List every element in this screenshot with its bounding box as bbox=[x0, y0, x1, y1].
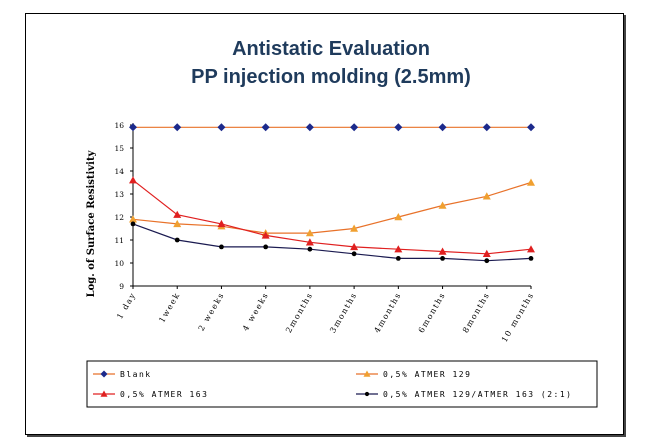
y-tick-label: 14 bbox=[114, 167, 124, 176]
series-line bbox=[132, 223, 532, 262]
data-point-triangle bbox=[438, 201, 447, 209]
data-point-diamond bbox=[305, 123, 314, 132]
data-point-triangle bbox=[100, 390, 108, 397]
data-point-triangle bbox=[305, 238, 314, 246]
data-point-diamond bbox=[527, 123, 535, 132]
x-tick-labels: 1 day 1week 2 weeks 4 weeks 2months 3months 4m… bbox=[115, 291, 536, 344]
y-tick-label: 12 bbox=[114, 213, 124, 222]
series-layer bbox=[129, 123, 535, 264]
data-point-diamond bbox=[261, 123, 270, 132]
data-point-circle bbox=[174, 237, 180, 243]
data-point-diamond bbox=[482, 123, 491, 132]
data-point-circle bbox=[528, 256, 534, 261]
data-point-circle bbox=[364, 391, 370, 397]
data-point-triangle bbox=[217, 219, 226, 228]
data-point-triangle bbox=[305, 229, 314, 237]
legend: Blank 0,5% ATMER 129 0,5% ATMER 163 0,5% AT… bbox=[93, 370, 573, 399]
x-tick-label: 6months bbox=[417, 291, 448, 335]
y-tick-label: 11 bbox=[114, 236, 124, 245]
data-point-diamond bbox=[394, 123, 403, 132]
y-tick-labels: 9 10 11 12 13 14 15 16 bbox=[114, 121, 124, 291]
data-point-circle bbox=[263, 244, 269, 250]
series-line bbox=[132, 181, 532, 234]
data-point-circle bbox=[307, 246, 313, 252]
chart-subtitle: PP injection molding (2.5mm) bbox=[191, 66, 471, 88]
legend-item: 0,5% ATMER 163 bbox=[93, 390, 208, 399]
y-tick-label: 15 bbox=[114, 144, 124, 153]
data-point-diamond bbox=[438, 123, 447, 132]
legend-label: 0,5% ATMER 163 bbox=[120, 390, 208, 399]
data-point-diamond bbox=[129, 123, 137, 132]
legend-label: Blank bbox=[120, 370, 152, 379]
series-3 bbox=[130, 221, 534, 264]
data-point-circle bbox=[351, 251, 357, 257]
x-tick-label: 2months bbox=[284, 291, 315, 335]
legend-item: 0,5% ATMER 129/ATMER 163 (2:1) bbox=[356, 390, 573, 399]
legend-label: 0,5% ATMER 129/ATMER 163 (2:1) bbox=[383, 390, 573, 399]
line-chart: Antistatic Evaluation PP injection moldi… bbox=[86, 38, 598, 408]
legend-label: 0,5% ATMER 129 bbox=[383, 370, 471, 379]
y-tick-label: 13 bbox=[114, 190, 124, 199]
x-tick-label: 1 day bbox=[115, 291, 138, 321]
data-point-triangle bbox=[482, 192, 491, 200]
data-point-circle bbox=[130, 221, 136, 227]
data-point-triangle bbox=[394, 245, 403, 253]
data-point-circle bbox=[440, 256, 445, 261]
data-point-triangle bbox=[350, 224, 359, 232]
chart-axes bbox=[130, 123, 532, 289]
x-tick-label: 1week bbox=[157, 291, 182, 325]
chart-title: Antistatic Evaluation bbox=[232, 38, 430, 60]
legend-item: Blank bbox=[93, 370, 152, 379]
data-point-circle bbox=[484, 258, 490, 264]
data-point-triangle bbox=[482, 249, 491, 257]
data-point-triangle bbox=[527, 245, 535, 253]
data-point-diamond bbox=[100, 370, 108, 378]
series-0 bbox=[129, 123, 535, 132]
x-tick-label: 4months bbox=[372, 291, 403, 335]
data-point-triangle bbox=[261, 231, 270, 239]
y-tick-label: 16 bbox=[114, 121, 124, 130]
data-point-triangle bbox=[173, 210, 182, 218]
data-point-triangle bbox=[129, 215, 137, 223]
legend-item: 0,5% ATMER 129 bbox=[356, 370, 471, 379]
x-tick-label: 4 weeks bbox=[241, 291, 270, 333]
data-point-triangle bbox=[394, 213, 403, 221]
data-point-triangle bbox=[527, 178, 535, 186]
y-tick-label: 9 bbox=[119, 282, 124, 291]
x-tick-label: 10 months bbox=[500, 291, 536, 344]
data-point-circle bbox=[395, 256, 401, 261]
legend-box bbox=[86, 360, 598, 408]
data-point-diamond bbox=[217, 123, 226, 132]
x-tick-label: 3months bbox=[328, 291, 359, 335]
chart-slide: Antistatic Evaluation PP injection moldi… bbox=[25, 13, 624, 435]
data-point-triangle bbox=[129, 176, 137, 184]
series-1 bbox=[129, 178, 535, 237]
x-tick-label: 8months bbox=[461, 291, 492, 335]
series-line bbox=[132, 179, 532, 255]
data-point-triangle bbox=[363, 370, 371, 377]
y-tick-label: 10 bbox=[114, 259, 124, 268]
series-2 bbox=[129, 176, 535, 257]
data-point-diamond bbox=[350, 123, 359, 132]
data-point-triangle bbox=[173, 219, 182, 228]
x-tick-label: 2 weeks bbox=[197, 291, 226, 333]
data-point-diamond bbox=[173, 123, 182, 132]
data-point-circle bbox=[219, 244, 224, 250]
data-point-triangle bbox=[438, 247, 447, 255]
data-point-triangle bbox=[350, 242, 359, 251]
y-axis-label: Log. of Surface Resistivity bbox=[86, 149, 97, 297]
